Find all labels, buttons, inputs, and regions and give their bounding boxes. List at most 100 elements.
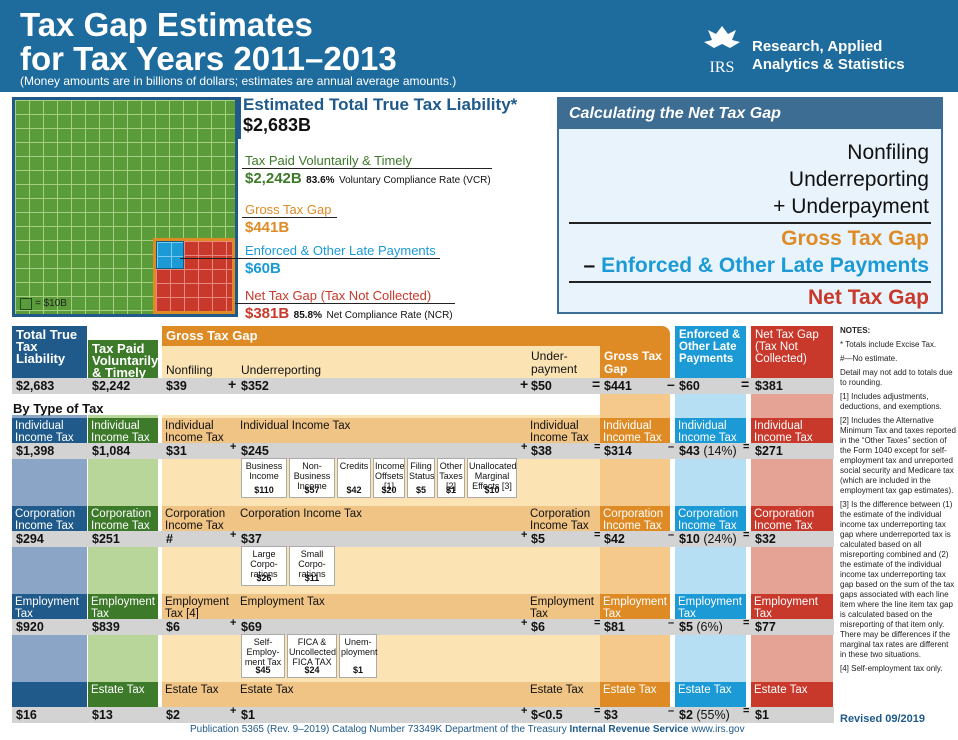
emp-equals-2: = [743,617,750,629]
sub-value: $45 [255,665,271,675]
est-plus-1: + [230,705,237,717]
est-plus-2: + [521,705,528,717]
gross-value: $441B [245,219,290,236]
sub-label: Self-Employ-ment Tax [244,637,282,667]
est-label-net: Estate Tax [751,682,833,708]
ind_sub-box: Unallocated Marginal Effects [3] $10 [467,458,517,498]
gross-label: Gross Tax Gap [245,202,332,217]
totals-minus: – [667,376,675,392]
net-label: Net Tax Gap (Tax Not Collected) [245,288,432,303]
corp-nonfiling: # [166,532,173,546]
calc-divider-2 [569,281,931,283]
ind-nonfiling: $31 [166,444,187,458]
sub-label: Non-Business Income [293,461,331,491]
emp-plus-1: + [230,617,237,629]
note-no-estimate: #—No estimate. [840,354,898,363]
col-header-net: Net Tax Gap (Tax Not Collected) [751,326,833,378]
emp-value-row [12,619,834,635]
total-total: $2,683 [16,379,55,393]
corp-under: $37 [241,532,262,546]
corp-gross: $42 [604,532,625,546]
corp-equals-2: = [743,529,750,541]
sub-value: $110 [254,485,274,495]
emp-label-enf: Employment Tax [675,594,746,620]
emp-label-total: Employment Tax [12,594,87,620]
ncr-pct: 85.8% [293,310,323,321]
calc-gross: Gross Tax Gap [781,227,929,250]
net-leader-line [235,303,455,304]
ncr-text: Net Compliance Rate (NCR) [326,310,453,321]
corp_sub-box: Large Corpo-rations $26 [241,546,287,586]
emp-label-underpay: Employment Tax [527,594,600,620]
ind-value-row [12,443,834,459]
corp-paid: $251 [92,532,120,546]
sub-label: Unallocated Marginal Effects [3] [469,461,517,491]
corp-plus-2: + [521,529,528,541]
calc-underreporting: Underreporting [788,168,929,191]
gross-leader-line [242,217,337,218]
calc-box: Calculating the Net Tax Gap Nonfiling Un… [557,97,943,314]
liability-marker [238,97,241,139]
sub-value: $57 [304,485,320,495]
emp-label-net: Employment Tax [751,594,833,620]
est-equals-1: = [594,705,601,717]
totals-plus-1: + [228,376,237,392]
corp-minus: – [668,529,675,541]
est-label-gross: Estate Tax [600,682,670,708]
totals-plus-2: + [520,376,529,392]
enforced-square [156,241,184,269]
ind_sub-box: Credits $42 [337,458,371,498]
sub-label: Small Corpo-rations [298,549,326,579]
corp-equals-1: = [594,529,601,541]
sub-value: $11 [304,573,320,583]
est-enf-pct: (55%) [696,708,730,722]
calc-enforced: Enforced & Other Late Payments [601,254,929,277]
sub-label: FICA & Uncollected FICA TAX [289,637,337,667]
emp_sub-box: Unem-ployment $1 [339,634,378,678]
sub-label: Business Income [245,461,283,481]
corp-label-under: Corporation Income Tax [237,506,527,532]
liability-value: $2,683B [243,115,312,135]
net-value-row: $381B 85.8% Net Compliance Rate (NCR) [245,305,453,323]
enforced-label: Enforced & Other Late Payments [245,243,436,258]
enforced-value: $60B [245,260,281,277]
notes-panel: NOTES: * Totals include Excise Tax. #—No… [840,326,956,678]
sub-label: Income Offsets [1] [375,461,405,491]
ind-label-net: Individual Income Tax [751,418,833,444]
paid-leader-line [242,168,492,169]
emp-under: $69 [241,620,262,634]
vcr-pct: 83.6% [306,175,335,186]
liability-label: Estimated Total True Tax Liability* [243,95,518,114]
ind-gross: $314 [604,444,632,458]
col-header-gross: Gross Tax Gap [604,349,662,376]
sub-label: Other Taxes [2] [439,461,463,491]
est-label-paid: Estate Tax [88,682,158,708]
calc-minus: – [583,254,596,277]
gross-gap-header: Gross Tax Gap [166,328,258,343]
corp-total: $294 [16,532,44,546]
est-equals-2: = [743,705,750,717]
note-4: [4] Self-employment tax only. [840,664,943,673]
ind_sub-box: Income Offsets [1] $20 [373,458,405,498]
col-bg-total [12,415,87,707]
corp-label-enf: Corporation Income Tax [675,506,746,532]
emp-paid: $839 [92,620,120,634]
sub-label: Credits [339,461,369,471]
corp_sub-box: Small Corpo-rations $11 [289,546,335,586]
calc-underpayment: + Underpayment [773,195,929,218]
emp-underpay: $6 [531,620,545,634]
emp-enf-pct: (6%) [696,620,723,634]
est-label-total-band [12,682,87,707]
total-underpayment: $50 [531,379,552,393]
ind-label-paid: Individual Income Tax [88,418,158,444]
emp-label-paid: Employment Tax [88,594,158,620]
legend-square-icon [20,298,32,310]
est-under: $1 [241,708,255,722]
irs-eagle-logo-icon: IRS [704,26,740,76]
total-enforced: $60 [679,379,700,393]
paid-value-row: $2,242B 83.6% Voluntary Compliance Rate … [245,170,491,188]
ind-plus-2: + [521,441,528,453]
ind_sub-box: Non-Business Income $57 [289,458,335,498]
notes-title: NOTES: [840,326,871,335]
emp-minus: – [668,617,675,629]
